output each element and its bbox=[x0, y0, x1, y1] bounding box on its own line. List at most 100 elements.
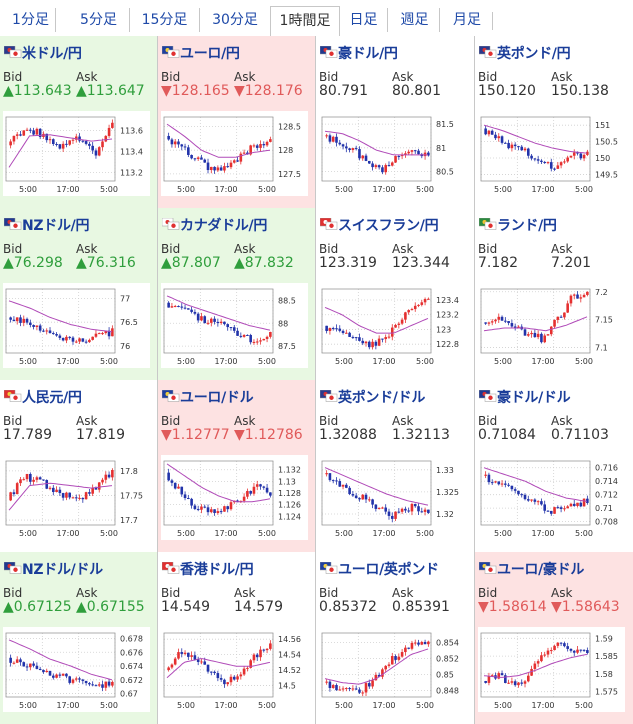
pair-name-link[interactable]: 米ドル/円 bbox=[22, 46, 82, 62]
currency-panel[interactable]: ユーロ/豪ドル Bid Ask ▼1.58614 ▼1.58643 1.59 1.585 1.… bbox=[475, 552, 633, 724]
pair-name-link[interactable]: ユーロ/ドル bbox=[180, 390, 254, 406]
currency-panel[interactable]: 豪ドル/円 Bid Ask 80.791 80.801 81.5 81 80.5 5:00 17:… bbox=[316, 36, 474, 208]
currency-panel[interactable]: 英ポンド/円 Bid Ask 150.120 150.138 151 150.5 150 149… bbox=[475, 36, 633, 208]
price-chart[interactable]: 0.854 0.852 0.85 0.848 5:00 17:00 5:00 bbox=[319, 627, 466, 712]
tab-6[interactable]: 週足 bbox=[390, 8, 440, 32]
price-chart[interactable]: 88.5 88 87.5 5:00 17:00 5:00 bbox=[161, 283, 308, 368]
candle-body bbox=[239, 153, 243, 162]
candle-body bbox=[187, 147, 190, 155]
tab-7[interactable]: 月足 bbox=[453, 12, 481, 28]
moving-average-line bbox=[8, 134, 113, 168]
currency-panel[interactable]: カナダドル/円 Bid Ask ▲87.807 ▲87.832 88.5 88 87.5 5:0… bbox=[158, 208, 315, 380]
price-chart[interactable]: 81.5 81 80.5 5:00 17:00 5:00 bbox=[319, 111, 466, 196]
y-tick-label: 0.85 bbox=[436, 671, 454, 680]
candle-body bbox=[328, 135, 332, 142]
candle-body bbox=[170, 139, 174, 145]
currency-panel[interactable]: 香港ドル/円 Bid Ask 14.549 14.579 14.56 14.54 14.52 1… bbox=[158, 552, 315, 724]
candle-body bbox=[520, 682, 524, 684]
bid-price: 1.58614 bbox=[488, 599, 547, 615]
pair-name-link[interactable]: NZドル/円 bbox=[22, 218, 90, 234]
pair-name-link[interactable]: 香港ドル/円 bbox=[180, 562, 254, 578]
price-chart[interactable]: 7.2 7.15 7.1 5:00 17:00 5:00 bbox=[478, 283, 625, 368]
tab-2[interactable]: 15分足 bbox=[130, 8, 200, 32]
bid-value: 0.85372 bbox=[319, 599, 377, 615]
candle-body bbox=[101, 684, 104, 688]
candle-body bbox=[15, 134, 19, 136]
candle-body bbox=[61, 143, 65, 149]
candle-body bbox=[374, 674, 378, 681]
price-chart[interactable]: 123.4 123.2 123 122.8 5:00 17:00 5:00 bbox=[319, 283, 466, 368]
candle-body bbox=[513, 144, 517, 147]
price-chart[interactable]: 128.5 128 127.5 5:00 17:00 5:00 bbox=[161, 111, 308, 196]
pair-name-link[interactable]: NZドル/ドル bbox=[22, 562, 103, 578]
candle-body bbox=[29, 473, 32, 482]
currency-panel[interactable]: ユーロ/ドル Bid Ask ▼1.12777 ▼1.12786 1.132 1.13 1.1… bbox=[158, 380, 315, 552]
candle-body bbox=[219, 167, 223, 171]
pair-name-link[interactable]: ランド/円 bbox=[497, 218, 557, 234]
pair-name-link[interactable]: 豪ドル/円 bbox=[338, 46, 398, 62]
pair-name-link[interactable]: スイスフラン/円 bbox=[338, 218, 439, 234]
candle-body bbox=[259, 340, 262, 342]
y-tick-label: 0.714 bbox=[595, 477, 618, 486]
candle-body bbox=[242, 496, 246, 501]
currency-panel[interactable]: ユーロ/英ポンド Bid Ask 0.85372 0.85391 0.854 0.852 0.… bbox=[316, 552, 474, 724]
currency-panel[interactable]: 英ポンド/ドル Bid Ask 1.32088 1.32113 1.33 1.325 1.32… bbox=[316, 380, 474, 552]
pair-name-link[interactable]: 英ポンド/ドル bbox=[338, 390, 426, 406]
price-chart[interactable]: 77 76.5 76 5:00 17:00 5:00 bbox=[3, 283, 150, 368]
candle-body bbox=[559, 507, 563, 509]
currency-panel[interactable]: ユーロ/円 Bid Ask ▼128.165 ▼128.176 128.5 128 127.5… bbox=[158, 36, 315, 208]
currency-panel[interactable]: 米ドル/円 Bid Ask ▲113.643 ▲113.647 113.6 113.4 113… bbox=[0, 36, 157, 208]
candle-body bbox=[42, 330, 45, 332]
price-chart[interactable]: 17.8 17.75 17.7 5:00 17:00 5:00 bbox=[3, 455, 150, 540]
bid-value: ▲113.643 bbox=[3, 83, 72, 99]
tab-0[interactable]: 1分足 bbox=[6, 8, 56, 32]
currency-panel[interactable]: NZドル/ドル Bid Ask ▲0.67125 ▲0.67155 0.678 0.676 0… bbox=[0, 552, 157, 724]
x-tick-label: 17:00 bbox=[214, 701, 237, 710]
down-arrow-icon: ▼ bbox=[551, 599, 562, 615]
currency-panel[interactable]: ランド/円 Bid Ask 7.182 7.201 7.2 7.15 7.1 5:00 17:00… bbox=[475, 208, 633, 380]
ask-value: 150.138 bbox=[551, 83, 609, 99]
candle-body bbox=[427, 298, 430, 300]
price-chart[interactable]: 0.716 0.714 0.712 0.71 0.708 5:00 17:00 5:00 bbox=[478, 455, 625, 540]
candle-body bbox=[190, 154, 193, 159]
pair-name-link[interactable]: ユーロ/英ポンド bbox=[338, 562, 439, 578]
y-tick-label: 1.59 bbox=[595, 634, 613, 643]
ask-price: 113.647 bbox=[86, 83, 145, 99]
pair-name-link[interactable]: カナダドル/円 bbox=[180, 218, 268, 234]
currency-panel[interactable]: 人民元/円 Bid Ask 17.789 17.819 17.8 17.75 17.7 5:00… bbox=[0, 380, 157, 552]
y-tick-label: 1.575 bbox=[595, 688, 618, 697]
price-chart[interactable]: 14.56 14.54 14.52 14.5 5:00 17:00 5:00 bbox=[161, 627, 308, 712]
ask-value: 80.801 bbox=[392, 83, 441, 99]
candle-body bbox=[556, 507, 560, 509]
pair-name-link[interactable]: 人民元/円 bbox=[22, 390, 82, 406]
price-chart[interactable]: 151 150.5 150 149.5 5:00 17:00 5:00 bbox=[478, 111, 625, 196]
price-chart[interactable]: 113.6 113.4 113.2 5:00 17:00 5:00 bbox=[3, 111, 150, 196]
candle-body bbox=[51, 333, 55, 335]
currency-panel[interactable]: スイスフラン/円 Bid Ask 123.319 123.344 123.4 123.2 12… bbox=[316, 208, 474, 380]
pair-name-link[interactable]: ユーロ/円 bbox=[180, 46, 240, 62]
x-tick-label: 5:00 bbox=[100, 529, 118, 538]
pair-name-link[interactable]: 豪ドル/ドル bbox=[497, 390, 571, 406]
candle-body bbox=[576, 294, 579, 299]
tab-3[interactable]: 30分足 bbox=[212, 12, 258, 28]
plot-frame bbox=[5, 632, 116, 698]
candle-body bbox=[269, 643, 272, 649]
y-tick-label: 81 bbox=[436, 144, 446, 153]
tab-4[interactable]: 1時間足 bbox=[270, 6, 340, 36]
price-chart[interactable]: 1.33 1.325 1.32 5:00 17:00 5:00 bbox=[319, 455, 466, 540]
currency-panel[interactable]: NZドル/円 Bid Ask ▲76.298 ▲76.316 77 76.5 76 5:00 17… bbox=[0, 208, 157, 380]
candle-body bbox=[200, 157, 203, 160]
tab-1[interactable]: 5分足 bbox=[68, 8, 130, 32]
price-chart[interactable]: 1.59 1.585 1.58 1.575 5:00 17:00 5:00 bbox=[478, 627, 625, 712]
currency-panel[interactable]: 豪ドル/ドル Bid Ask 0.71084 0.71103 0.716 0.714 0.71… bbox=[475, 380, 633, 552]
tab-5[interactable]: 日足 bbox=[340, 8, 388, 32]
pair-name-link[interactable]: ユーロ/豪ドル bbox=[497, 562, 585, 578]
bid-value: 80.791 bbox=[319, 83, 368, 99]
price-chart[interactable]: 1.132 1.13 1.128 1.126 1.124 5:00 17:00 5:00 bbox=[161, 455, 308, 540]
price-chart[interactable]: 0.678 0.676 0.674 0.672 0.67 5:00 17:00 5:00 bbox=[3, 627, 150, 712]
candle-body bbox=[45, 330, 49, 332]
candle-body bbox=[48, 487, 52, 489]
up-arrow-icon: ▲ bbox=[3, 83, 14, 99]
pair-name-link[interactable]: 英ポンド/円 bbox=[497, 46, 571, 62]
